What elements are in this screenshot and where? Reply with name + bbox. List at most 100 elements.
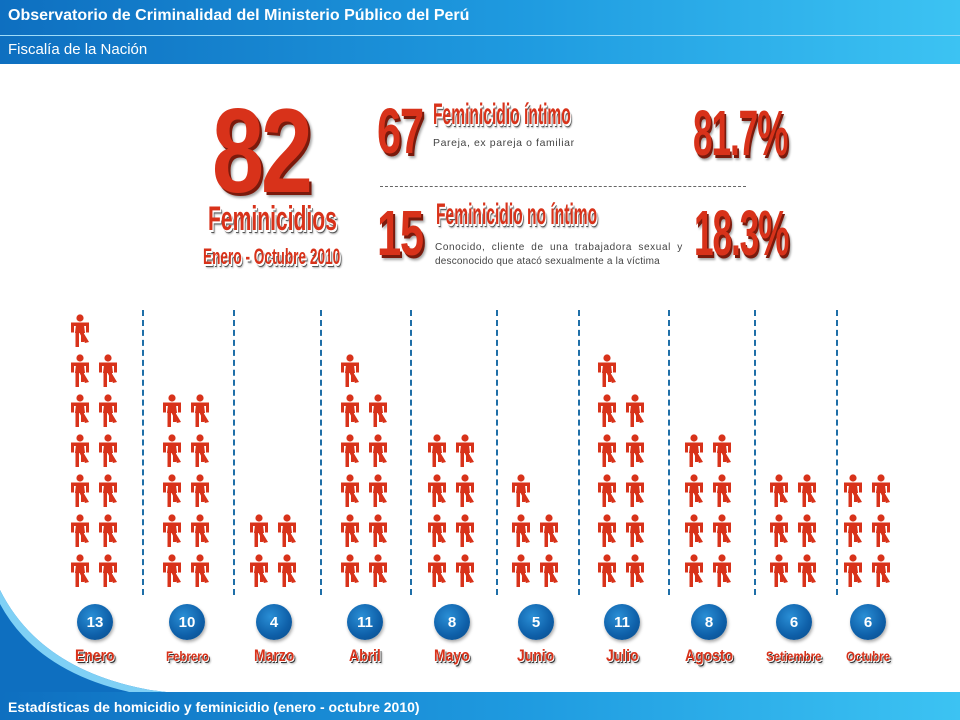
month-label: Octubre <box>845 648 891 664</box>
month-count-badge: 8 <box>691 604 727 640</box>
woman-figure-icon <box>872 514 890 547</box>
woman-figure-icon <box>71 554 89 587</box>
woman-figure-icon <box>456 554 474 587</box>
woman-figure-icon <box>512 474 530 507</box>
month-label: Mayo <box>434 646 470 665</box>
woman-figure-icon <box>713 554 731 587</box>
no-intimo-count: 15 <box>377 197 424 269</box>
footer-bar <box>0 692 960 720</box>
woman-figure-icon <box>456 514 474 547</box>
total-count: 82 <box>212 84 313 218</box>
woman-figure-icon <box>163 474 181 507</box>
month-label: Febrero <box>165 648 209 664</box>
woman-figure-icon <box>71 394 89 427</box>
woman-figure-icon <box>99 474 117 507</box>
woman-figure-icon <box>512 514 530 547</box>
woman-figure-icon <box>770 554 788 587</box>
woman-figure-icon <box>844 474 862 507</box>
woman-figure-icon <box>71 354 89 387</box>
woman-figure-icon <box>428 514 446 547</box>
woman-figure-icon <box>250 554 268 587</box>
no-intimo-title: Feminicidio no íntimo <box>436 198 598 231</box>
month-count-badge: 11 <box>347 604 383 640</box>
month-separator <box>836 310 838 595</box>
woman-figure-icon <box>798 514 816 547</box>
woman-figure-icon <box>191 434 209 467</box>
month-count-badge: 6 <box>776 604 812 640</box>
woman-figure-icon <box>713 474 731 507</box>
month-label: Agosto <box>684 646 733 665</box>
woman-figure-icon <box>369 554 387 587</box>
woman-figure-icon <box>713 514 731 547</box>
woman-figure-icon <box>191 554 209 587</box>
intimo-title: Feminicidio íntimo <box>433 98 571 131</box>
woman-figure-icon <box>685 554 703 587</box>
woman-figure-icon <box>99 514 117 547</box>
woman-figure-icon <box>369 514 387 547</box>
woman-figure-icon <box>456 434 474 467</box>
woman-figure-icon <box>369 474 387 507</box>
month-separator <box>754 310 756 595</box>
woman-figure-icon <box>598 474 616 507</box>
woman-figure-icon <box>163 514 181 547</box>
woman-figure-icon <box>428 474 446 507</box>
intimo-description: Pareja, ex pareja o familiar <box>433 137 575 149</box>
month-label: Julio <box>605 646 639 665</box>
woman-figure-icon <box>163 554 181 587</box>
footer-swoosh <box>0 590 300 720</box>
month-count-badge: 5 <box>518 604 554 640</box>
month-count-badge: 8 <box>434 604 470 640</box>
woman-figure-icon <box>369 434 387 467</box>
intimo-count: 67 <box>377 95 424 167</box>
woman-figure-icon <box>428 434 446 467</box>
woman-figure-icon <box>191 394 209 427</box>
woman-figure-icon <box>191 474 209 507</box>
woman-figure-icon <box>770 474 788 507</box>
header-bar <box>0 0 960 64</box>
woman-figure-icon <box>512 554 530 587</box>
month-separator <box>668 310 670 595</box>
no-intimo-description-line1: Conocido, cliente de una trabajadora sex… <box>435 242 683 253</box>
month-separator <box>320 310 322 595</box>
header-title: Observatorio de Criminalidad del Ministe… <box>8 7 470 24</box>
woman-figure-icon <box>341 514 359 547</box>
woman-figure-icon <box>626 514 644 547</box>
month-separator <box>233 310 235 595</box>
woman-figure-icon <box>341 394 359 427</box>
woman-figure-icon <box>71 474 89 507</box>
woman-figure-icon <box>872 474 890 507</box>
month-count-badge: 6 <box>850 604 886 640</box>
woman-figure-icon <box>598 434 616 467</box>
woman-figure-icon <box>71 514 89 547</box>
woman-figure-icon <box>341 474 359 507</box>
woman-figure-icon <box>341 554 359 587</box>
woman-figure-icon <box>770 514 788 547</box>
woman-figure-icon <box>278 554 296 587</box>
woman-figure-icon <box>844 514 862 547</box>
woman-figure-icon <box>99 434 117 467</box>
woman-figure-icon <box>626 554 644 587</box>
woman-figure-icon <box>341 434 359 467</box>
woman-figure-icon <box>685 434 703 467</box>
intimo-percent: 81.7% <box>693 97 788 169</box>
woman-figure-icon <box>540 554 558 587</box>
month-separator <box>578 310 580 595</box>
total-label: Feminicidios <box>208 200 337 238</box>
woman-figure-icon <box>598 394 616 427</box>
woman-figure-icon <box>626 434 644 467</box>
woman-figure-icon <box>685 474 703 507</box>
month-label: Abril <box>349 646 381 665</box>
month-count-badge: 11 <box>604 604 640 640</box>
month-count-badge: 4 <box>256 604 292 640</box>
woman-figure-icon <box>71 434 89 467</box>
month-count-badge: 10 <box>169 604 205 640</box>
woman-figure-icon <box>456 474 474 507</box>
period-label: Enero - Octubre 2010 <box>203 244 341 269</box>
woman-figure-icon <box>428 554 446 587</box>
header-divider <box>0 35 960 36</box>
month-label: Enero <box>75 646 115 665</box>
woman-figure-icon <box>598 554 616 587</box>
woman-figure-icon <box>278 514 296 547</box>
woman-figure-icon <box>250 514 268 547</box>
woman-figure-icon <box>99 354 117 387</box>
